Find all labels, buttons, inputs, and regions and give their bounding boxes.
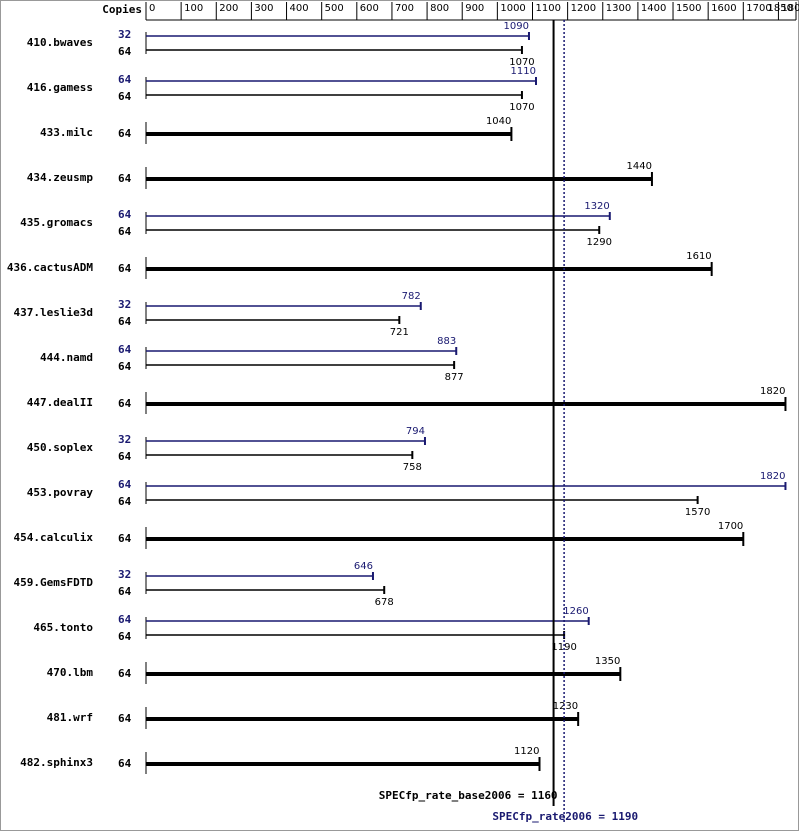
peak-label: 1110 <box>511 66 536 77</box>
base-copies: 64 <box>118 712 132 725</box>
peak-label: 1320 <box>584 201 609 212</box>
base-label: 1290 <box>587 237 612 248</box>
x-tick-label: 1850 <box>768 3 793 14</box>
benchmark-name: 435.gromacs <box>20 216 93 229</box>
x-tick-label: 100 <box>184 3 203 14</box>
benchmark-name: 453.povray <box>27 486 94 499</box>
peak-metric-label: SPECfp_rate2006 = 1190 <box>492 810 638 823</box>
base-label: 1570 <box>685 507 710 518</box>
x-tick-label: 1600 <box>711 3 736 14</box>
x-tick-label: 500 <box>325 3 344 14</box>
peak-label: 646 <box>354 561 373 572</box>
base-label: 877 <box>445 372 464 383</box>
peak-label: 1090 <box>504 21 529 32</box>
x-tick-label: 900 <box>465 3 484 14</box>
x-tick-label: 200 <box>219 3 238 14</box>
base-label: 1820 <box>760 386 785 397</box>
base-copies: 64 <box>118 45 132 58</box>
benchmark-name: 465.tonto <box>33 621 93 634</box>
benchmark-name: 470.lbm <box>47 666 94 679</box>
base-copies: 64 <box>118 630 132 643</box>
base-copies: 64 <box>118 225 132 238</box>
x-tick-label: 1200 <box>571 3 596 14</box>
base-copies: 64 <box>118 262 132 275</box>
x-tick-label: 1700 <box>746 3 771 14</box>
benchmark-name: 459.GemsFDTD <box>14 576 94 589</box>
base-label: 1070 <box>509 102 534 113</box>
x-tick-label: 0 <box>149 3 155 14</box>
x-tick-label: 800 <box>430 3 449 14</box>
base-label: 1610 <box>686 251 711 262</box>
peak-copies: 32 <box>118 298 131 311</box>
base-label: 678 <box>375 597 394 608</box>
x-tick-label: 600 <box>360 3 379 14</box>
x-tick-label: 1100 <box>535 3 560 14</box>
base-label: 1040 <box>486 116 511 127</box>
peak-copies: 64 <box>118 478 132 491</box>
peak-label: 883 <box>437 336 456 347</box>
peak-copies: 64 <box>118 613 132 626</box>
base-label: 1350 <box>595 656 620 667</box>
benchmark-name: 436.cactusADM <box>7 261 93 274</box>
base-label: 1230 <box>553 701 578 712</box>
benchmark-name: 437.leslie3d <box>14 306 93 319</box>
peak-copies: 32 <box>118 28 131 41</box>
base-label: 758 <box>403 462 422 473</box>
base-label: 721 <box>390 327 409 338</box>
x-tick-label: 300 <box>254 3 273 14</box>
base-copies: 64 <box>118 757 132 770</box>
base-label: 1700 <box>718 521 743 532</box>
x-tick-label: 1500 <box>676 3 701 14</box>
base-copies: 64 <box>118 360 132 373</box>
benchmark-name: 410.bwaves <box>27 36 93 49</box>
peak-copies: 32 <box>118 433 131 446</box>
peak-label: 1820 <box>760 471 785 482</box>
x-tick-label: 1300 <box>606 3 631 14</box>
peak-copies: 64 <box>118 343 132 356</box>
peak-copies: 32 <box>118 568 131 581</box>
benchmark-name: 450.soplex <box>27 441 94 454</box>
base-copies: 64 <box>118 397 132 410</box>
benchmark-name: 434.zeusmp <box>27 171 94 184</box>
benchmark-name: 481.wrf <box>47 711 93 724</box>
base-copies: 64 <box>118 127 132 140</box>
x-tick-label: 400 <box>290 3 309 14</box>
x-tick-label: 1000 <box>500 3 525 14</box>
base-copies: 64 <box>118 450 132 463</box>
peak-label: 1260 <box>563 606 588 617</box>
base-metric-label: SPECfp_rate_base2006 = 1160 <box>379 789 558 802</box>
benchmark-name: 444.namd <box>40 351 93 364</box>
base-label: 1190 <box>551 642 576 653</box>
peak-copies: 64 <box>118 208 132 221</box>
x-tick-label: 1800 <box>781 3 799 14</box>
peak-label: 794 <box>406 426 425 437</box>
base-label: 1440 <box>626 161 651 172</box>
base-copies: 64 <box>118 667 132 680</box>
peak-label: 782 <box>402 291 421 302</box>
base-copies: 64 <box>118 315 132 328</box>
base-copies: 64 <box>118 172 132 185</box>
benchmark-name: 482.sphinx3 <box>20 756 93 769</box>
benchmark-name: 454.calculix <box>14 531 94 544</box>
base-copies: 64 <box>118 532 132 545</box>
base-label: 1120 <box>514 746 539 757</box>
base-label: 1070 <box>509 57 534 68</box>
benchmark-name: 416.gamess <box>27 81 93 94</box>
copies-header: Copies <box>102 3 142 16</box>
x-tick-label: 1400 <box>641 3 666 14</box>
base-copies: 64 <box>118 90 132 103</box>
base-copies: 64 <box>118 585 132 598</box>
base-copies: 64 <box>118 495 132 508</box>
benchmark-name: 447.dealII <box>27 396 93 409</box>
peak-copies: 64 <box>118 73 132 86</box>
benchmark-name: 433.milc <box>40 126 93 139</box>
x-tick-label: 700 <box>395 3 414 14</box>
